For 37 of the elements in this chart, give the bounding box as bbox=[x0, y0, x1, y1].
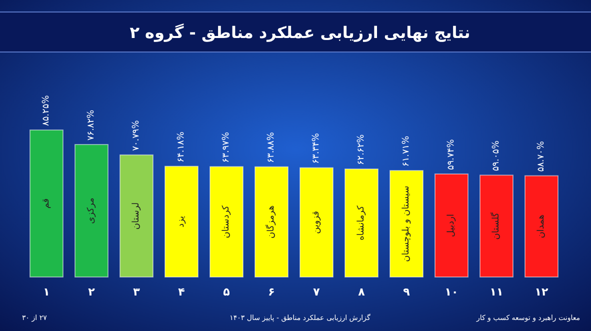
data-label: ۶۴.۱۸% bbox=[176, 131, 186, 162]
data-label: ۵۹.۷۴% bbox=[446, 138, 456, 170]
x-tick-label: قزوین bbox=[312, 210, 322, 234]
x-tick-label: لرستان bbox=[132, 202, 142, 230]
bar bbox=[164, 166, 198, 278]
x-tick-label: کرمانشاه bbox=[356, 204, 366, 240]
data-label: ۶۱.۷۱% bbox=[402, 135, 412, 167]
x-tick-label: مرکزی bbox=[86, 198, 96, 224]
bar bbox=[254, 166, 288, 278]
x-tick-label: هرمزگان bbox=[264, 205, 276, 238]
bar bbox=[300, 167, 334, 278]
bar bbox=[524, 175, 558, 278]
data-label: ۶۳.۳۴% bbox=[312, 132, 322, 164]
data-label: ۸۵.۲۵% bbox=[42, 94, 52, 126]
data-label: ۶۳.۹۷% bbox=[222, 131, 232, 163]
x-tick-label: یزد bbox=[176, 215, 186, 228]
x-tick-label: سیستان و بلوچستان bbox=[402, 186, 412, 262]
data-label: ۷۶.۸۲% bbox=[86, 109, 96, 141]
bar bbox=[390, 170, 424, 278]
bar bbox=[210, 166, 244, 278]
bar bbox=[74, 144, 108, 278]
x-tick-label: کردستان bbox=[222, 204, 232, 238]
data-label: ۶۲.۶۲% bbox=[356, 134, 366, 166]
x-tick-label: همدان bbox=[536, 214, 546, 238]
x-tick-label: قم bbox=[42, 198, 52, 209]
x-tick-label: گلستان bbox=[490, 212, 502, 240]
bar bbox=[480, 174, 514, 278]
chart-title: نتایج نهایی ارزیابی عملکرد مناطق - گروه ۲ bbox=[130, 23, 470, 42]
data-label: ۵۸.۷۰% bbox=[536, 140, 546, 172]
data-label: ۷۰.۷۹% bbox=[132, 120, 142, 151]
bar bbox=[30, 130, 64, 278]
bar bbox=[344, 168, 378, 278]
data-label: ۶۳.۸۸% bbox=[266, 132, 276, 163]
bar bbox=[434, 173, 468, 278]
data-label: ۵۹.۰۵% bbox=[492, 140, 502, 172]
bar bbox=[120, 154, 154, 278]
x-tick-label: اردبیل bbox=[446, 214, 456, 237]
